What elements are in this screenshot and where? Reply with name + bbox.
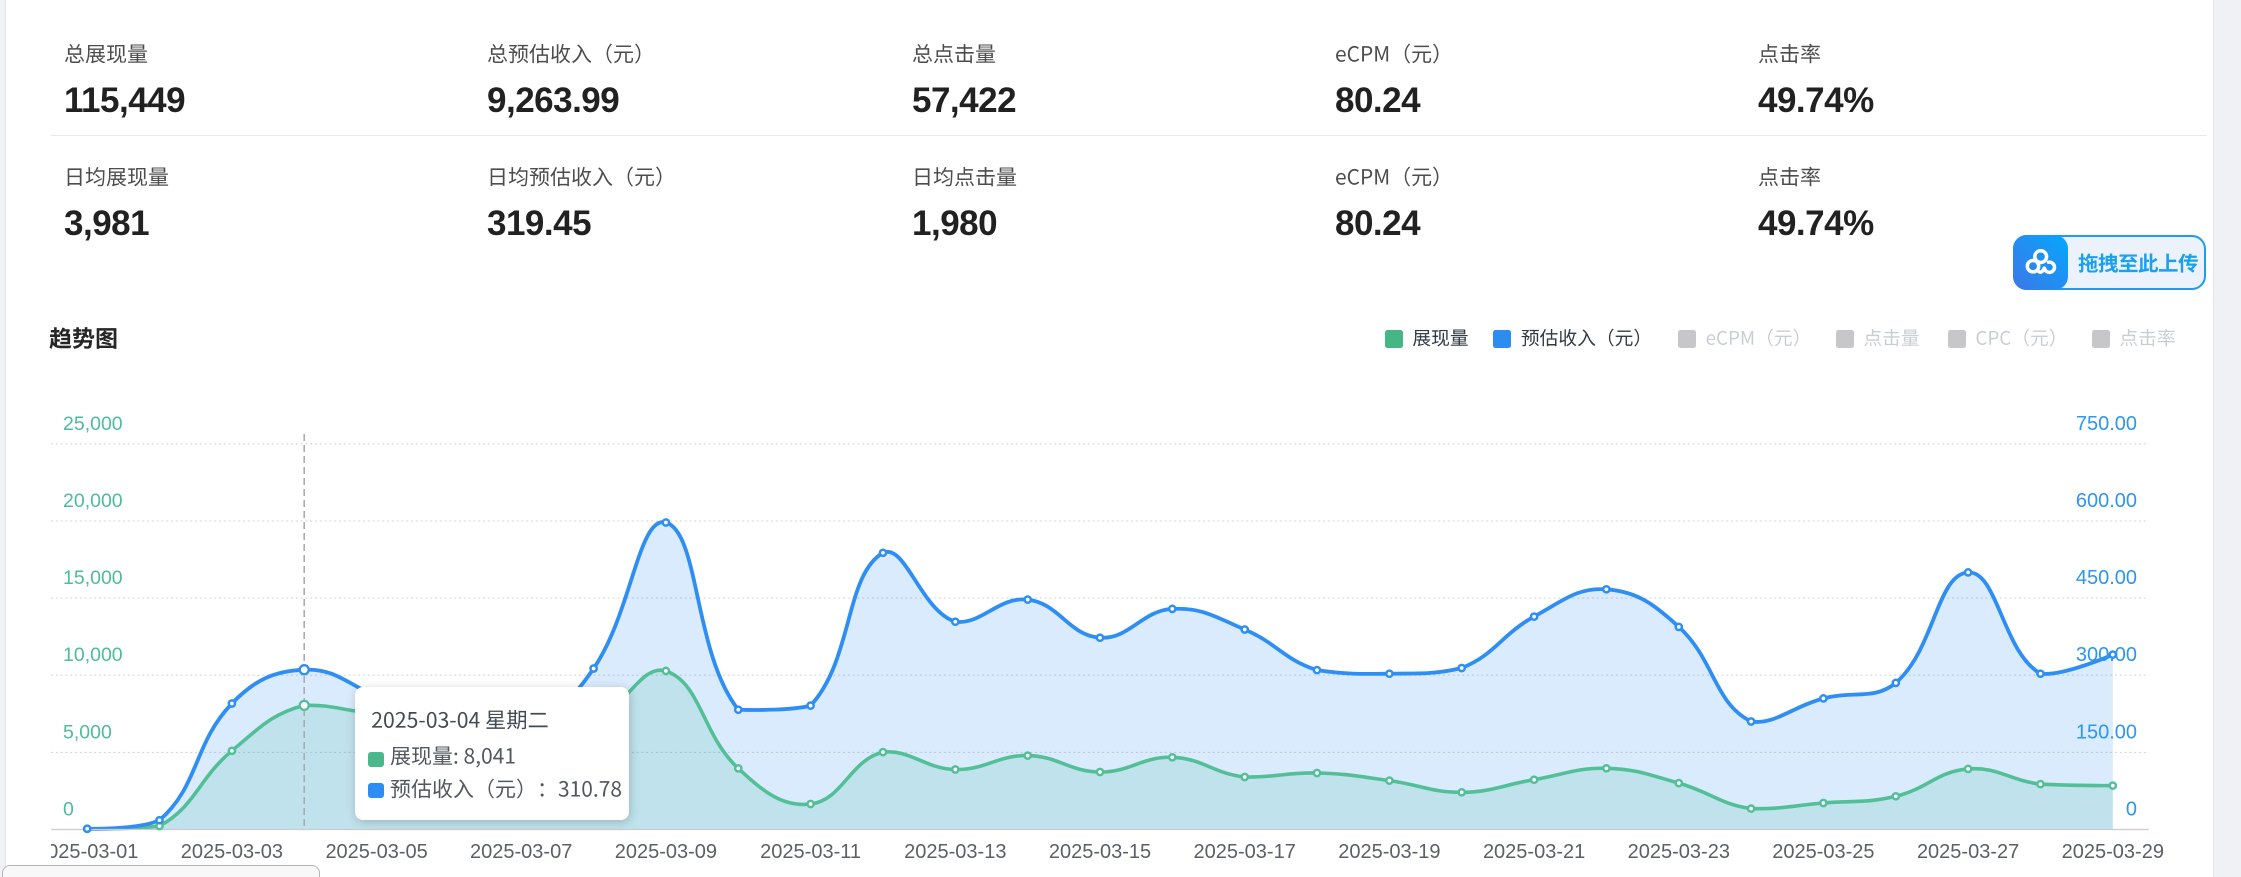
svg-text:2025-03-15: 2025-03-15	[1049, 841, 1151, 863]
svg-text:20,000: 20,000	[63, 490, 123, 512]
svg-text:25,000: 25,000	[63, 413, 123, 435]
svg-text:300.00: 300.00	[2076, 644, 2137, 666]
svg-text:2025-03-07: 2025-03-07	[470, 841, 572, 863]
svg-text:2025-03-27: 2025-03-27	[1917, 841, 2019, 863]
svg-text:2025-03-03: 2025-03-03	[181, 841, 283, 863]
svg-text:600.00: 600.00	[2076, 490, 2137, 512]
svg-text:2025-03-09: 2025-03-09	[615, 841, 717, 863]
svg-text:2025-03-01: 2025-03-01	[51, 841, 138, 863]
svg-text:10,000: 10,000	[63, 644, 123, 666]
svg-text:0: 0	[63, 799, 74, 821]
svg-text:2025-03-25: 2025-03-25	[1772, 841, 1874, 863]
svg-text:2025-03-11: 2025-03-11	[760, 841, 861, 863]
svg-text:0: 0	[2126, 799, 2137, 821]
svg-text:2025-03-17: 2025-03-17	[1194, 841, 1296, 863]
svg-text:2025-03-23: 2025-03-23	[1628, 841, 1730, 863]
svg-text:15,000: 15,000	[63, 567, 123, 589]
svg-text:150.00: 150.00	[2076, 721, 2137, 743]
svg-text:2025-03-19: 2025-03-19	[1338, 841, 1440, 863]
svg-text:5,000: 5,000	[63, 721, 112, 743]
svg-text:2025-03-05: 2025-03-05	[325, 841, 427, 863]
svg-text:450.00: 450.00	[2076, 567, 2137, 589]
svg-text:750.00: 750.00	[2076, 413, 2137, 435]
svg-text:2025-03-29: 2025-03-29	[2062, 841, 2164, 863]
svg-text:2025-03-13: 2025-03-13	[904, 841, 1006, 863]
svg-text:2025-03-21: 2025-03-21	[1483, 841, 1585, 863]
